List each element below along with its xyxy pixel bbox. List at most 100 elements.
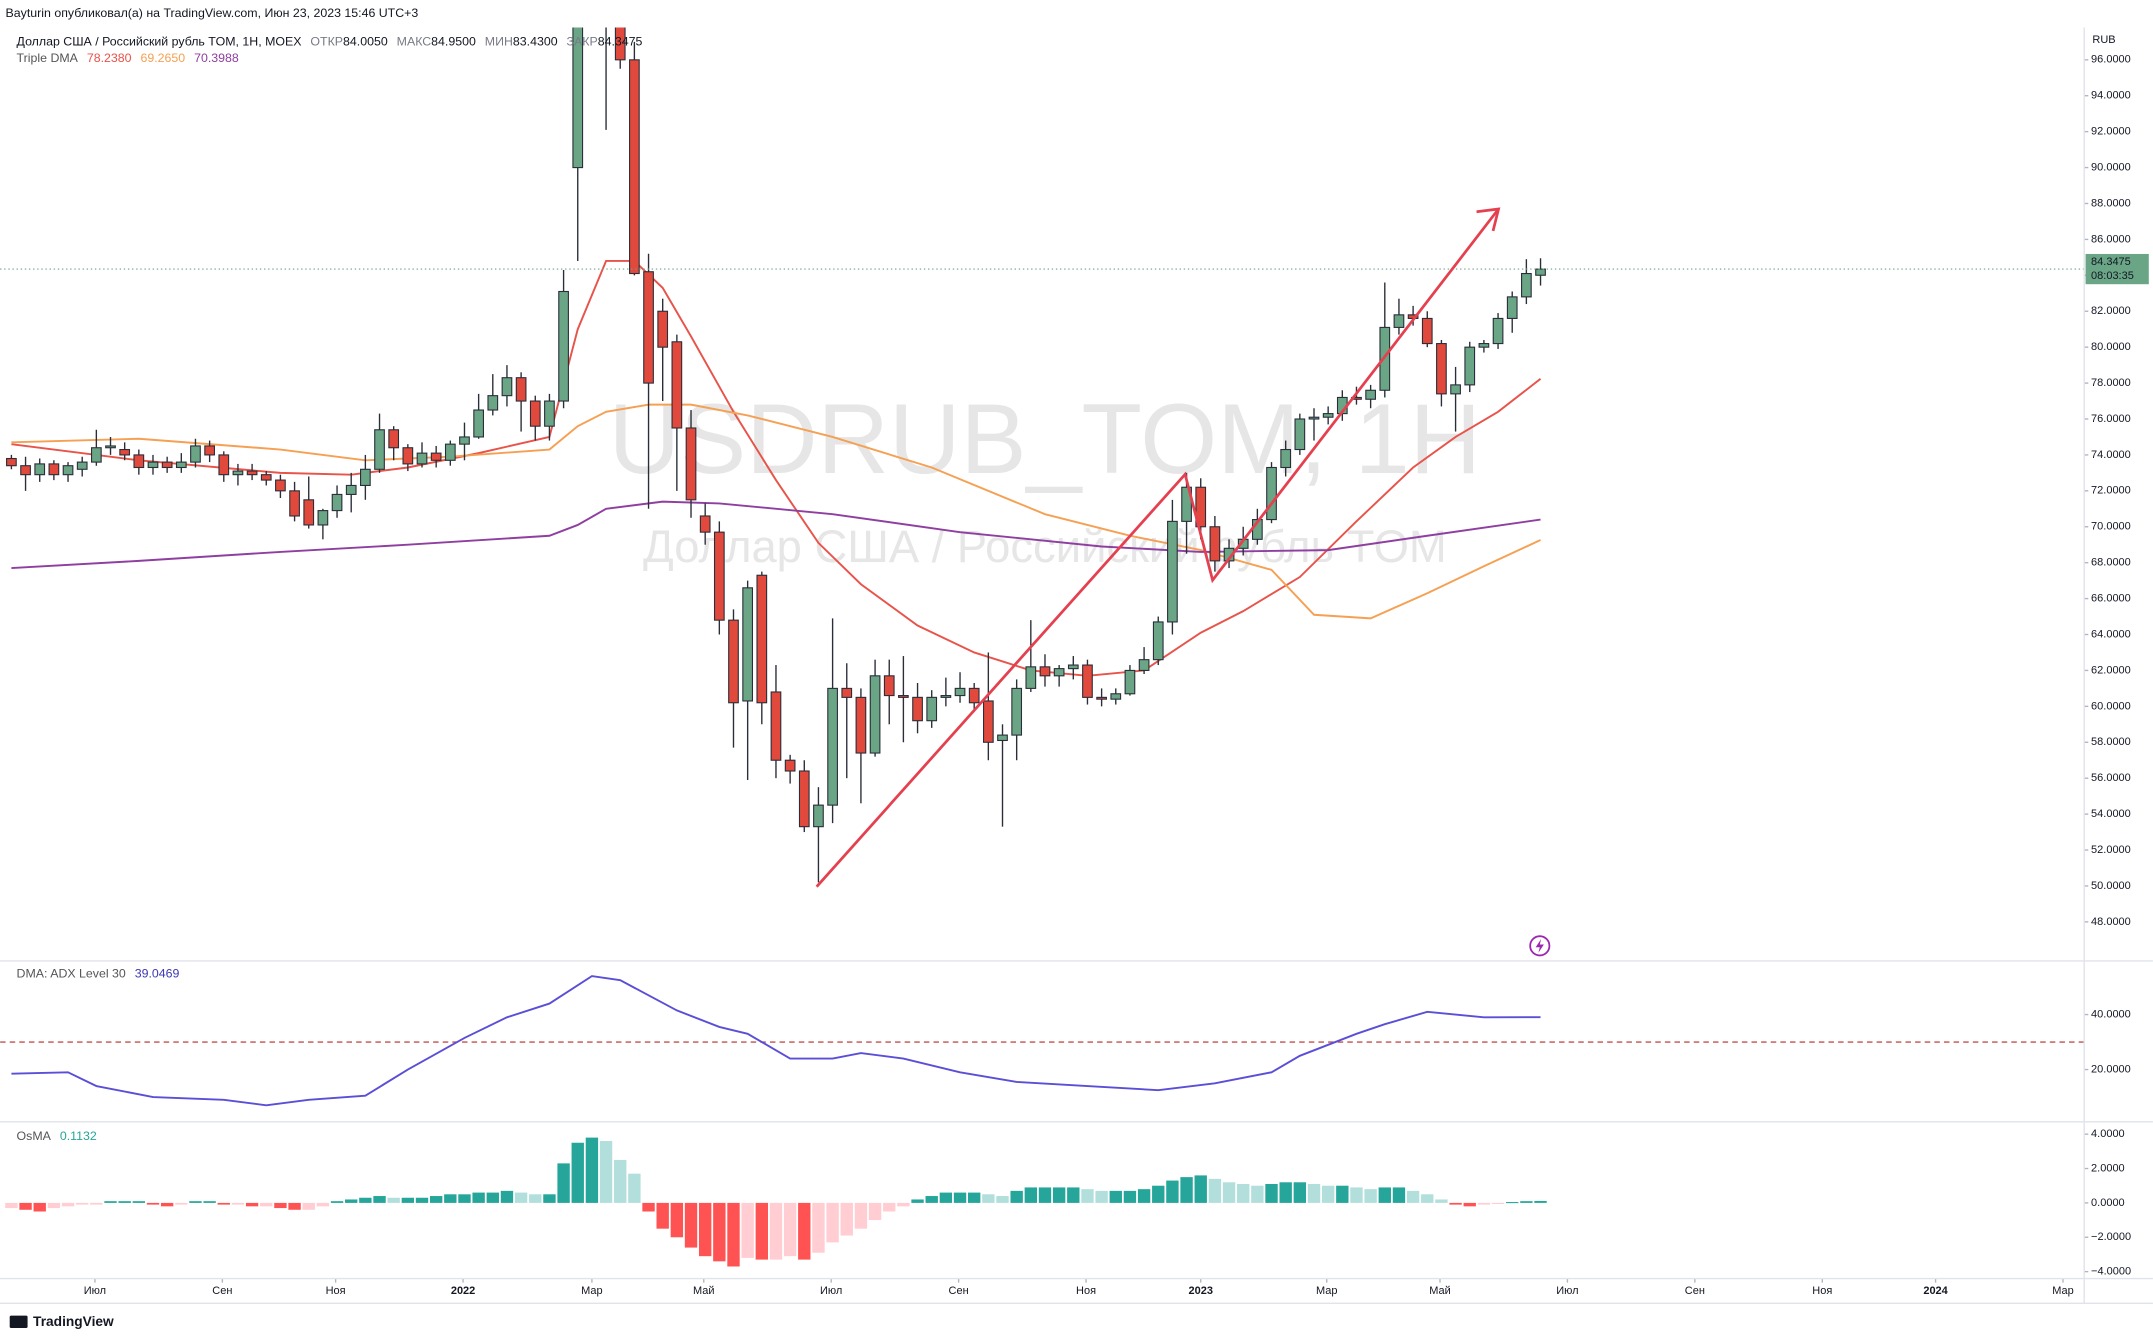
candle-body [374, 429, 385, 470]
alert-icon[interactable] [1529, 935, 1551, 957]
logo: TradingView [33, 1314, 114, 1329]
histogram-bar [1237, 1183, 1250, 1203]
x-tick-label: Июл [84, 1285, 106, 1297]
y-tick-label: 64.0000 [2091, 628, 2131, 640]
y-tick-label: 68.0000 [2091, 557, 2131, 569]
histogram-bar [118, 1201, 131, 1203]
candle-body [770, 691, 782, 761]
candle-body [204, 445, 215, 456]
x-tick-label: 2024 [1923, 1285, 1948, 1297]
candle-body [685, 427, 697, 501]
x-tick-label: Июл [1556, 1285, 1578, 1297]
candle-body [459, 436, 470, 445]
candle-body [388, 429, 400, 449]
adx-legend-name: DMA: ADX Level 30 [17, 967, 126, 981]
candle-body [869, 675, 881, 754]
candle-body [671, 341, 683, 429]
histogram-bar [1137, 1189, 1151, 1203]
symbol: Доллар США / Российский рубль TOM, 1Н, M… [17, 35, 302, 49]
histogram-bar [444, 1194, 457, 1203]
candle-body [1393, 314, 1405, 328]
x-tick-label: Ноя [326, 1285, 346, 1297]
candle-body [1506, 296, 1518, 319]
y-tick-label: 48.0000 [2091, 916, 2131, 928]
histogram-bar [642, 1202, 655, 1212]
histogram-bar [288, 1202, 301, 1210]
osma-legend: OsMA 0.1132 [17, 1129, 97, 1143]
histogram-bar [840, 1202, 853, 1236]
x-tick-label: Сен [212, 1285, 232, 1297]
histogram-bar [160, 1202, 174, 1207]
y-tick-label: 0.0000 [2091, 1197, 2125, 1209]
histogram-bar [599, 1141, 613, 1203]
candle-body [614, 27, 626, 61]
candle-body [1266, 466, 1277, 521]
candle-body [345, 484, 357, 495]
candle-body [1082, 664, 1093, 698]
candle-body [798, 770, 810, 828]
histogram-bar [868, 1202, 882, 1221]
candle-body [926, 696, 938, 722]
histogram-bar [684, 1202, 698, 1248]
candle-body [1294, 418, 1306, 451]
histogram-bar [883, 1202, 896, 1212]
candle-body [1110, 693, 1122, 700]
histogram-bar [132, 1201, 146, 1203]
candle-body [161, 461, 173, 469]
y-tick-label: 90.0000 [2091, 161, 2131, 173]
candle-body [1308, 416, 1320, 420]
candle-body [1464, 346, 1476, 386]
y-tick-label: 40.0000 [2091, 1008, 2131, 1020]
candle-body [954, 687, 966, 697]
candle-body [6, 457, 17, 467]
histogram-bar [996, 1196, 1009, 1203]
y-tick-label: 66.0000 [2091, 592, 2131, 604]
alert-icon-bolt [1535, 938, 1544, 953]
y-tick-label: −2.0000 [2091, 1231, 2131, 1243]
histogram-bar [514, 1192, 528, 1203]
histogram-bar [741, 1202, 754, 1258]
histogram-bar [571, 1142, 584, 1203]
ohlc-label: МИН [485, 35, 513, 49]
ohlc-value: 84.9500 [431, 35, 476, 49]
candle-body [1209, 526, 1221, 562]
candle-body [1280, 448, 1292, 469]
histogram-bar [1166, 1180, 1179, 1203]
histogram-bar [472, 1192, 485, 1203]
y-tick-label: 96.0000 [2091, 54, 2131, 66]
candle-body [883, 675, 895, 697]
y-tick-label: −4.0000 [2091, 1266, 2131, 1278]
symbol-legend: Доллар США / Российский рубль TOM, 1Н, M… [17, 35, 643, 49]
histogram-bar [146, 1202, 160, 1205]
candle-body [275, 479, 286, 492]
histogram-bar [1038, 1187, 1052, 1203]
candle-body [48, 463, 60, 476]
ohlc-value: 83.4300 [513, 35, 558, 49]
histogram-bar [713, 1202, 726, 1262]
candle-body [430, 452, 442, 461]
histogram-bar [1123, 1190, 1137, 1203]
histogram-bar [387, 1197, 400, 1203]
histogram-bar [755, 1202, 768, 1260]
ma-value: 78.2380 [87, 51, 132, 65]
adx-legend: DMA: ADX Level 30 39.0469 [17, 967, 180, 981]
histogram-bar [104, 1201, 117, 1203]
candle-body [402, 447, 414, 465]
ohlc-label: ОТКР [310, 35, 343, 49]
candle-body [940, 695, 952, 698]
watermark-name: Доллар США / Российский рубль TOM [643, 521, 1447, 572]
histogram-bar [429, 1196, 443, 1203]
candle-body [1025, 666, 1037, 689]
histogram-bar [543, 1194, 556, 1203]
y-tick-label: 56.0000 [2091, 772, 2131, 784]
candle-body [813, 804, 824, 828]
candle-body [657, 310, 669, 348]
candle-body [713, 531, 725, 621]
histogram-bar [1321, 1185, 1335, 1203]
candle-body [1195, 486, 1207, 528]
trend-drawing [815, 208, 1500, 888]
histogram-bar [373, 1196, 386, 1203]
ma-value: 70.3988 [194, 51, 239, 65]
histogram-bar [783, 1202, 797, 1257]
candle-body [487, 395, 499, 411]
